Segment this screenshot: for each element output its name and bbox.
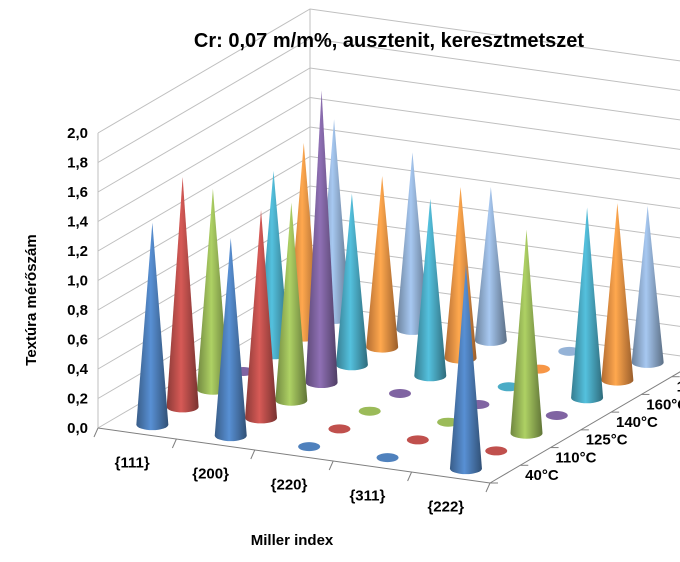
- series-label: 110°C: [555, 449, 596, 466]
- y-tick-label: 0,2: [67, 391, 88, 408]
- cone-mark: [601, 203, 634, 386]
- cone-base-mark: [406, 435, 429, 445]
- x-tick-label: {311}: [349, 488, 385, 505]
- y-tick-label: 1,0: [67, 273, 88, 290]
- cone-base-mark: [545, 411, 568, 420]
- cone-mark: [396, 152, 429, 335]
- series-label: 160°C: [646, 396, 680, 413]
- gridline: [97, 37, 680, 163]
- y-tick-label: 1,8: [67, 155, 88, 172]
- x-tick: [93, 427, 99, 438]
- y-tick-label: 1,6: [67, 184, 88, 201]
- cone-base-mark: [298, 442, 321, 452]
- cone-mark: [474, 186, 507, 346]
- y-tick-label: 0,8: [67, 302, 88, 319]
- cone-mark: [214, 237, 247, 442]
- y-tick-label: 0,6: [67, 332, 88, 349]
- x-axis-line: [97, 427, 491, 484]
- cone-base-mark: [376, 453, 399, 463]
- x-tick: [407, 471, 413, 482]
- x-tick-label: {220}: [271, 477, 308, 494]
- gridline: [97, 67, 680, 193]
- cone-base-mark: [485, 446, 508, 456]
- cone-mark: [631, 206, 664, 368]
- depth-axis-line: [489, 371, 680, 484]
- x-tick-label: {200}: [192, 466, 229, 483]
- y-axis-title: Textúra mérőszám: [23, 234, 40, 365]
- cone-base-mark: [358, 406, 381, 416]
- cone-mark: [245, 209, 278, 424]
- cone-base-mark: [558, 346, 581, 356]
- cone-mark: [305, 90, 338, 388]
- x-tick: [485, 482, 491, 493]
- gridline: [97, 96, 680, 222]
- cone-mark: [571, 207, 604, 404]
- cone-mark: [196, 188, 229, 395]
- cone-mark: [166, 176, 199, 413]
- x-tick: [171, 438, 177, 449]
- cone-base-mark: [389, 389, 411, 398]
- cone-mark: [414, 198, 447, 382]
- y-tick-label: 2,0: [67, 125, 88, 142]
- cone-mark: [449, 265, 482, 475]
- cone-mark: [510, 229, 543, 439]
- cone-base-mark: [328, 424, 351, 434]
- x-axis-title: Miller index: [251, 532, 334, 549]
- cone-mark: [366, 175, 399, 353]
- x-tick-label: {222}: [427, 499, 464, 516]
- chart-title: Cr: 0,07 m/m%, ausztenit, keresztmetszet: [194, 30, 584, 52]
- series-label: 180°C: [677, 379, 680, 396]
- x-tick-label: {111}: [115, 455, 150, 472]
- series-label: 140°C: [616, 414, 658, 431]
- x-tick: [328, 460, 334, 471]
- cone-mark: [335, 193, 368, 371]
- x-tick: [250, 449, 256, 460]
- y-tick-label: 1,2: [67, 243, 88, 260]
- series-label: 125°C: [586, 432, 628, 449]
- cone-mark: [136, 222, 169, 431]
- series-label: 40°C: [525, 467, 559, 484]
- y-tick-label: 0,0: [67, 420, 88, 437]
- y-tick-label: 1,4: [67, 214, 89, 231]
- gridline: [97, 8, 680, 134]
- y-tick-label: 0,4: [67, 361, 89, 378]
- cone-mark: [275, 202, 308, 406]
